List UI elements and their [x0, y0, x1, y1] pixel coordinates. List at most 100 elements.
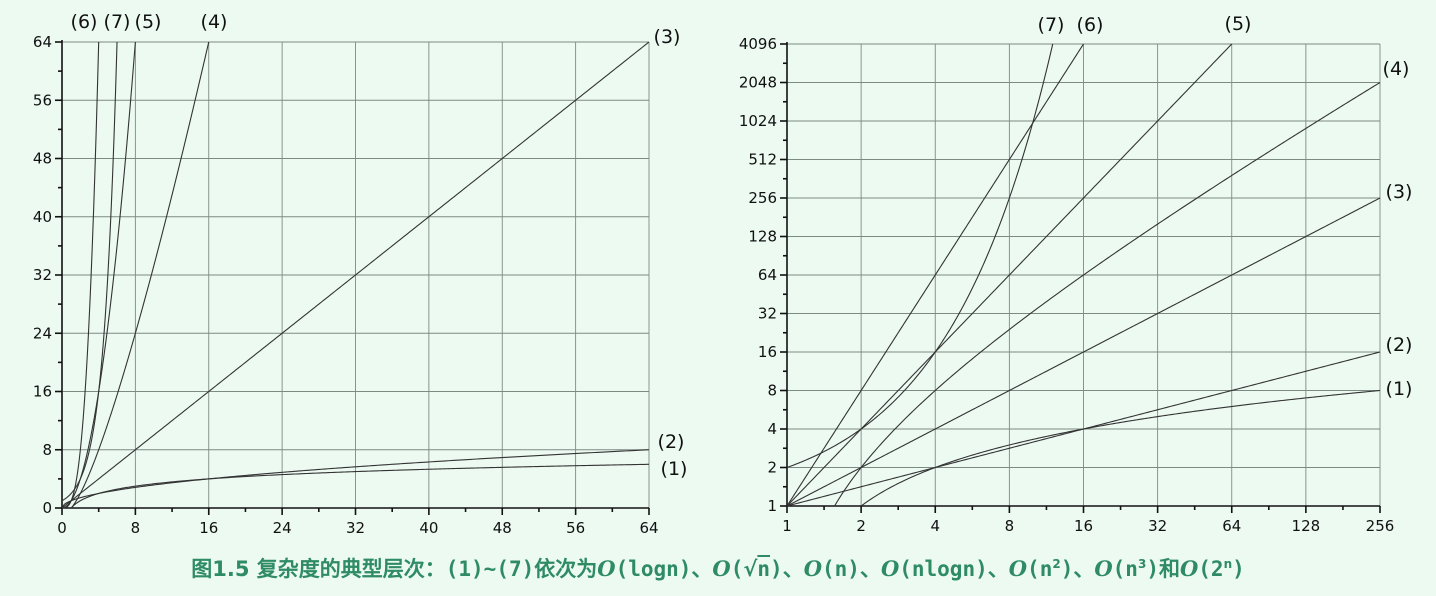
y-tick-label: 64 [33, 33, 52, 51]
series-label-3: (3) [1386, 181, 1413, 203]
caption-o-6: O [1094, 556, 1113, 581]
y-tick-label: 16 [33, 383, 52, 401]
x-tick-label: 2 [856, 517, 866, 535]
caption-range: (1)~(7) [445, 557, 535, 581]
caption-c7-base: (2 [1198, 557, 1224, 581]
series-line-7 [61, 41, 118, 502]
x-tick-label: 40 [419, 519, 438, 537]
caption-middle: 依次为 [534, 557, 598, 581]
y-tick-label: 1 [767, 497, 777, 515]
caption-o-1: O [597, 556, 616, 581]
y-tick-label: 2 [767, 459, 777, 477]
caption-sep-1: 、 [691, 557, 713, 581]
x-tick-label: 32 [346, 519, 365, 537]
caption-c5-base: (n [1027, 557, 1053, 581]
y-tick-label: 2048 [739, 74, 777, 92]
series-label-2: (2) [658, 431, 685, 453]
caption-sep-4: 、 [987, 557, 1009, 581]
series-label-7: (7) [104, 11, 131, 33]
caption-sep-2: 、 [782, 557, 804, 581]
y-tick-label: 64 [758, 266, 777, 284]
caption-o-5: O [1008, 556, 1028, 581]
y-tick-label: 24 [33, 324, 52, 342]
y-tick-label: 8 [42, 441, 52, 459]
caption-c5-close: ) [1060, 557, 1074, 581]
series-line-2 [61, 449, 650, 509]
x-tick-label: 64 [1222, 517, 1241, 535]
y-tick-label: 32 [33, 266, 52, 284]
x-tick-label: 8 [1005, 517, 1015, 535]
series-line-6 [786, 43, 1084, 507]
y-tick-label: 512 [748, 151, 777, 169]
caption-c7-exp: n [1223, 557, 1233, 571]
x-tick-label: 64 [639, 519, 658, 537]
series-label-7: (7) [1038, 14, 1065, 36]
caption-c1: (logn) [615, 557, 692, 581]
y-tick-label: 256 [748, 189, 777, 207]
series-label-5: (5) [135, 11, 162, 33]
y-tick-label: 16 [758, 343, 777, 361]
x-tick-label: 56 [566, 519, 585, 537]
x-tick-label: 256 [1366, 517, 1395, 535]
x-tick-label: 8 [131, 519, 141, 537]
x-tick-label: 1 [782, 517, 792, 535]
caption-o-2: O [712, 556, 731, 581]
series-label-1: (1) [661, 458, 688, 480]
series-label-2: (2) [1386, 334, 1413, 356]
x-tick-label: 48 [493, 519, 512, 537]
caption-o-3: O [803, 556, 822, 581]
y-tick-label: 0 [42, 499, 52, 517]
caption-c2-open: ( [730, 557, 744, 581]
y-tick-label: 40 [33, 208, 52, 226]
y-tick-label: 32 [758, 305, 777, 323]
caption-sep-5: 、 [1073, 557, 1095, 581]
x-tick-label: 32 [1148, 517, 1167, 535]
x-tick-label: 128 [1292, 517, 1321, 535]
series-line-4 [834, 82, 1381, 507]
caption-c2-close: ) [770, 557, 783, 581]
y-tick-label: 1024 [739, 112, 777, 130]
caption-c2-n: n [757, 557, 771, 581]
caption-c2-sqrt: √ [743, 557, 758, 581]
series-line-3 [786, 197, 1381, 507]
y-tick-label: 4 [767, 420, 777, 438]
y-tick-label: 8 [767, 382, 777, 400]
y-tick-label: 128 [748, 228, 777, 246]
x-tick-label: 16 [199, 519, 218, 537]
series-line-1 [860, 389, 1381, 507]
x-tick-label: 16 [1074, 517, 1093, 535]
y-tick-label: 56 [33, 91, 52, 109]
series-line-4 [70, 41, 210, 509]
caption-c4: (nlogn) [899, 557, 988, 581]
series-label-4: (4) [201, 11, 228, 33]
series-line-6 [62, 41, 100, 509]
caption-c5-exp: 2 [1052, 557, 1061, 571]
x-tick-label: 0 [57, 519, 67, 537]
y-tick-label: 4096 [739, 35, 777, 53]
series-label-4: (4) [1383, 58, 1410, 80]
caption-o-4: O [880, 556, 900, 581]
right-chart-log: 1 2 4 8 16 32 64 128 256 1 2 4 8 16 32 64 128 256 512 1024 2… [739, 13, 1413, 535]
caption-c7-close: ) [1232, 557, 1245, 581]
series-line-7 [786, 43, 1054, 469]
caption-c3: (n) [822, 557, 860, 581]
series-label-1: (1) [1386, 378, 1413, 400]
series-label-5: (5) [1225, 13, 1252, 35]
x-tick-label: 4 [930, 517, 940, 535]
caption-and: 和 [1158, 557, 1180, 581]
caption-prefix: 图1.5 复杂度的典型层次： [191, 557, 446, 581]
series-label-3: (3) [654, 26, 681, 48]
caption-c6-exp: 3 [1137, 557, 1147, 571]
left-chart-linear: 0 8 16 24 32 40 48 56 64 0 8 16 24 32 40 48 56 64 (1) (2) (3… [33, 11, 688, 537]
y-tick-label: 48 [33, 150, 52, 168]
caption-c6-close: ) [1146, 557, 1159, 581]
caption-sep-3: 、 [859, 557, 881, 581]
series-label-6: (6) [1077, 14, 1104, 36]
caption-c6-base: (n [1112, 557, 1138, 581]
series-line-2 [786, 351, 1381, 507]
series-label-6: (6) [71, 11, 98, 33]
series-line-3 [61, 41, 650, 509]
series-line-1 [70, 463, 650, 509]
x-tick-label: 24 [273, 519, 292, 537]
